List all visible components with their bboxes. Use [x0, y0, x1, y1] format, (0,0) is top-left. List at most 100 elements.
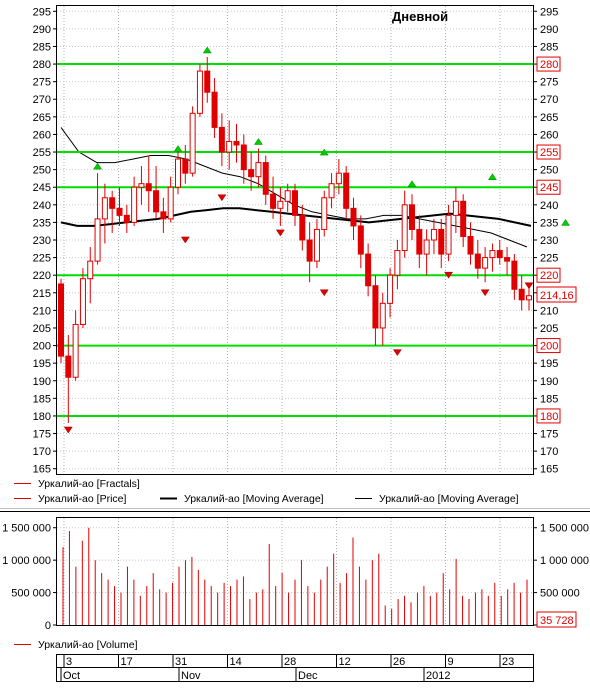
candle-body-down [270, 193, 277, 209]
legend: Уркалий-ао [Fractals] Уркалий-ао [Price] У… [14, 478, 519, 505]
fractal-down-marker [180, 236, 190, 244]
candle [438, 218, 445, 269]
level-tags: 280 255 245 220 200 180 [536, 56, 561, 424]
price-tick-left: 190 [33, 376, 51, 388]
candle [131, 176, 138, 226]
price-tick-right: 170 [540, 446, 558, 458]
price-tick-right: 295 [540, 6, 558, 18]
candle [233, 123, 240, 163]
candle [372, 275, 379, 346]
candle [248, 152, 255, 191]
candle [226, 120, 233, 170]
candle [401, 190, 408, 258]
candle [335, 159, 342, 195]
price-tick-right: 230 [540, 235, 558, 247]
candle [240, 134, 247, 184]
month-label: 2012 [426, 670, 450, 682]
candle [196, 64, 203, 117]
candle [423, 229, 430, 276]
month-axis [56, 667, 534, 682]
candle [270, 176, 277, 219]
candle [175, 148, 181, 195]
candle-body-down [350, 207, 357, 227]
level-tag-label: 245 [540, 182, 558, 194]
fractal-down-marker [392, 349, 402, 357]
price-tick-right: 195 [540, 358, 558, 370]
price-tick-right: 205 [540, 323, 558, 335]
price-tick-left: 200 [33, 341, 51, 353]
price-tick-left: 165 [33, 464, 51, 476]
candle [416, 215, 423, 269]
candle-body-down [357, 225, 364, 255]
fractal-down-marker [480, 289, 490, 297]
price-tick-left: 285 [33, 41, 51, 53]
candle [211, 78, 218, 138]
candle [182, 144, 189, 184]
candle-body-up [379, 302, 386, 329]
level-tag-box [536, 408, 561, 424]
price-tick-left: 235 [33, 217, 51, 229]
candle [94, 173, 101, 265]
fractal-up-marker [319, 148, 329, 156]
volume-legend-label: Уркалий-ао [Volume] [38, 639, 138, 651]
price-tick-right: 250 [540, 165, 558, 177]
candle-body-up [87, 260, 94, 280]
candle-body-down [116, 207, 123, 216]
month-label: Nov [181, 670, 201, 682]
candle [160, 197, 167, 233]
candle [452, 187, 459, 233]
candle-body-down [343, 172, 350, 209]
candle-body-down [65, 355, 72, 378]
volume-tick-left: 1 000 000 [2, 555, 51, 567]
candle [292, 183, 298, 226]
candle-body-down [211, 91, 218, 128]
legend-label: Уркалий-ао [Moving Average] [184, 493, 324, 505]
price-tick-left: 240 [33, 200, 51, 212]
candle [79, 268, 86, 328]
candle [343, 166, 350, 219]
candle-body-up [452, 200, 459, 216]
level-tag-label: 200 [540, 341, 558, 353]
candle-body-up [401, 204, 408, 252]
price-tick-left: 175 [33, 429, 51, 441]
candle-body-up [526, 295, 532, 301]
price-tick-right: 285 [540, 41, 558, 53]
candle [387, 268, 394, 318]
day-label: 28 [284, 656, 296, 668]
candle-body-up [79, 278, 86, 325]
fractal-up-marker [93, 162, 103, 170]
candle [116, 187, 123, 226]
candle [321, 190, 328, 237]
candle-body-up [72, 323, 79, 378]
candle-body-up [328, 183, 335, 199]
candle [504, 247, 511, 276]
price-tick-left: 295 [33, 6, 51, 18]
candle [489, 243, 496, 272]
date-axis-labels: 3 17 31 14 28 12 26 9 23 Oct Nov Dec 2012 [60, 655, 514, 682]
level-tag-label: 220 [540, 270, 558, 282]
price-axis: 2952952902902852852802802752752702702652… [33, 6, 559, 475]
candle-body-up [430, 228, 437, 241]
candle-body-up [167, 186, 174, 220]
day-label: 12 [339, 656, 351, 668]
candle-body-up [94, 218, 101, 262]
fractal-down-marker [217, 194, 227, 202]
candle-body-down [474, 253, 481, 269]
candle [284, 183, 291, 212]
price-tick-left: 170 [33, 446, 51, 458]
last-price-tag: 214,16 [536, 286, 577, 303]
legend-label: Уркалий-ао [Fractals] [38, 478, 140, 490]
candle [277, 187, 284, 226]
candle-body-up [313, 228, 320, 262]
volume-legend: Уркалий-ао [Volume] [14, 639, 138, 651]
candle [313, 218, 320, 269]
candle [101, 183, 108, 244]
candle-body-up [482, 257, 489, 269]
price-tick-right: 165 [540, 464, 558, 476]
candle [518, 275, 525, 311]
price-tick-left: 250 [33, 165, 51, 177]
candle-body-down [511, 260, 518, 290]
candle-body-down [145, 183, 152, 192]
candle-body-up [226, 140, 233, 153]
candle [460, 194, 467, 248]
